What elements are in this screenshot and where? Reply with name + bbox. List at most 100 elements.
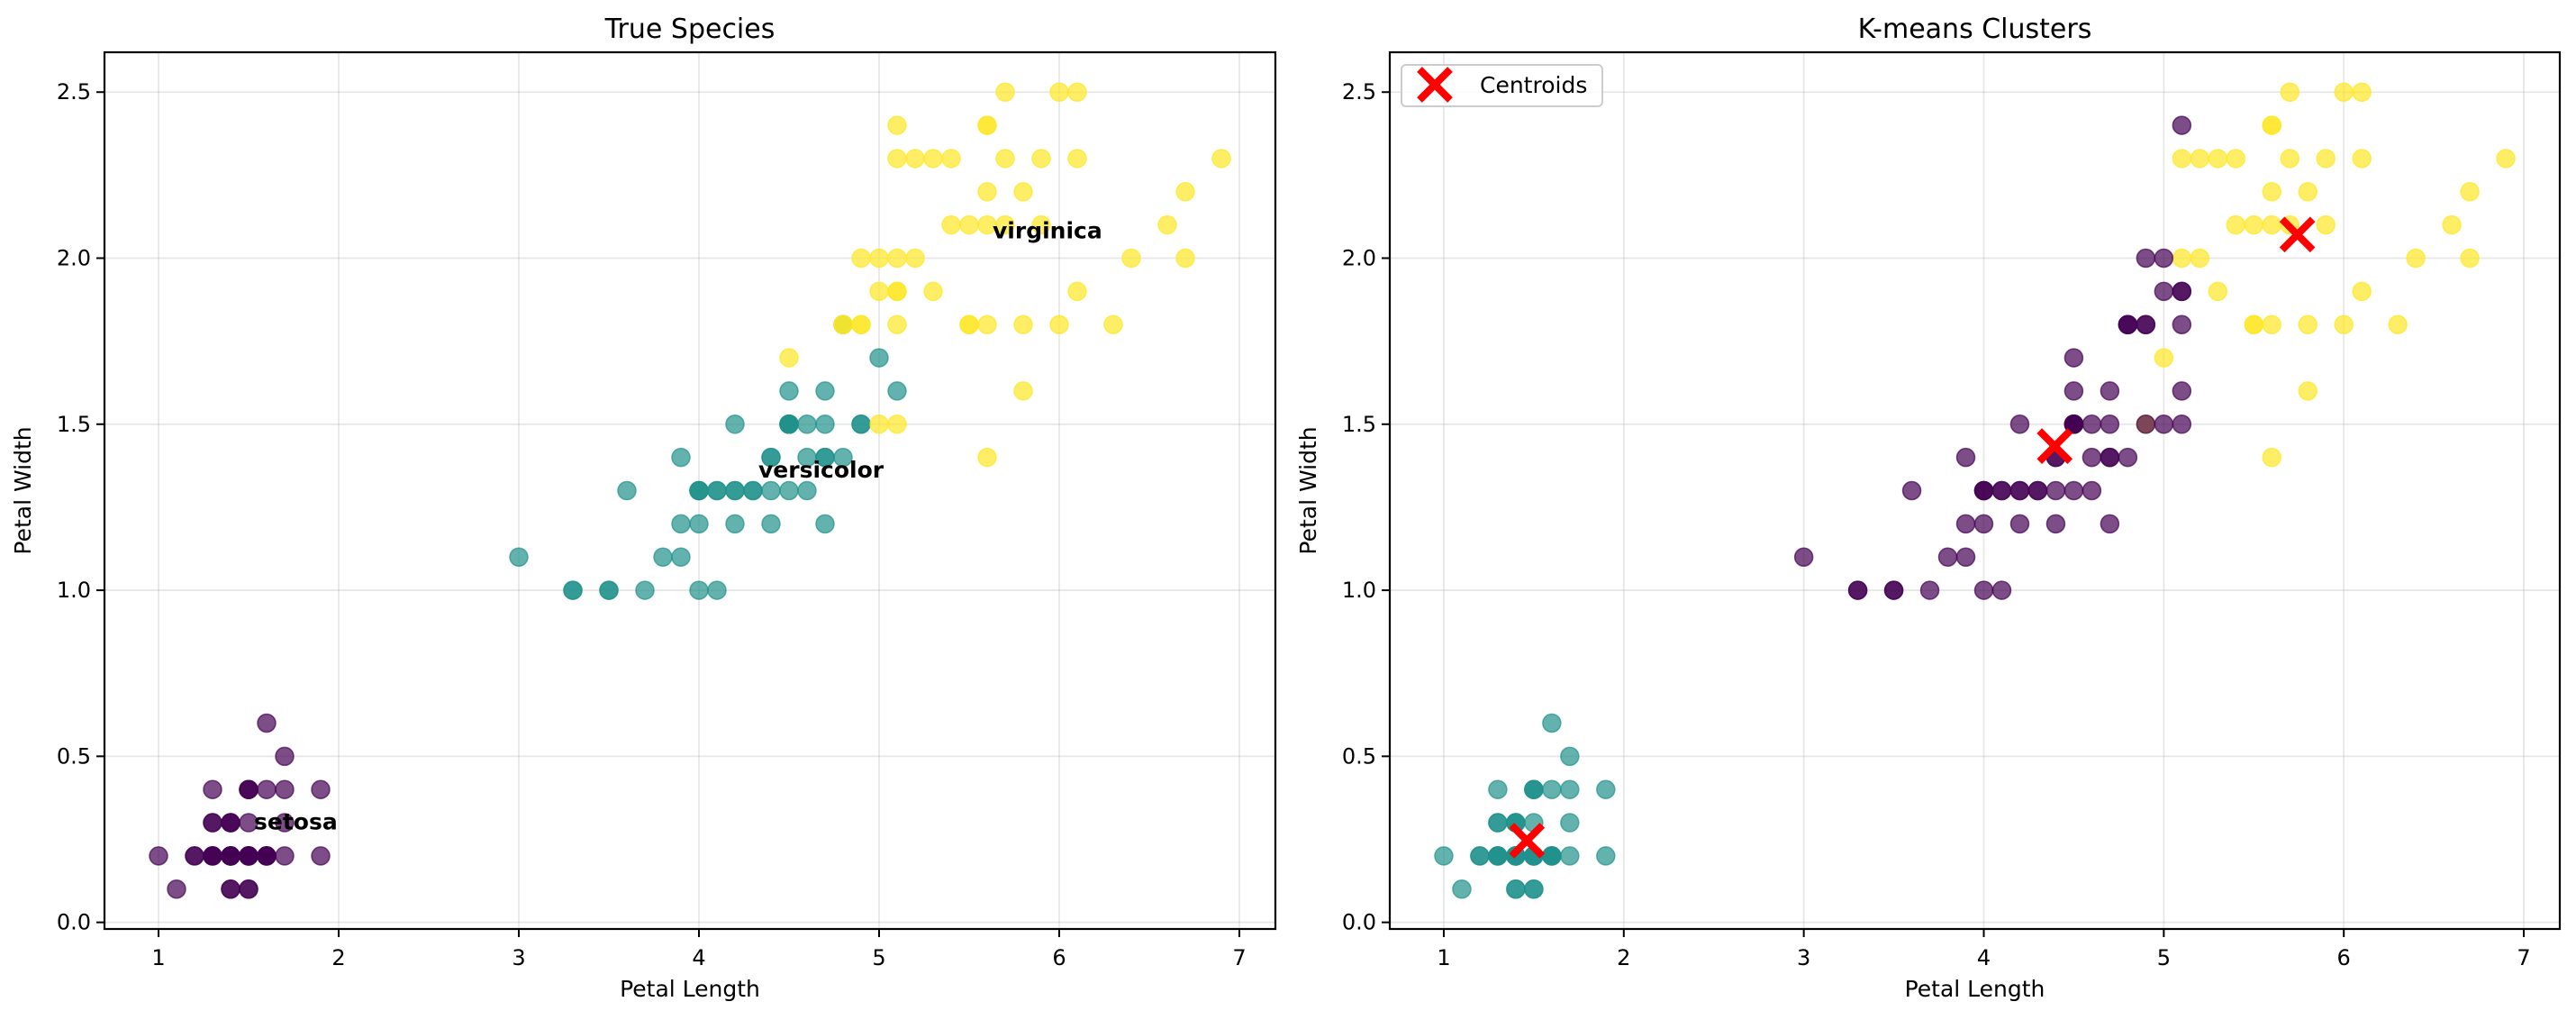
data-point-virginica [905, 248, 925, 269]
x-tick-label: 3 [512, 945, 525, 970]
data-point-setosa [221, 879, 240, 899]
x-tick-label: 4 [1977, 945, 1991, 970]
data-point-cluster-0 [2064, 414, 2084, 434]
data-point-setosa [311, 779, 331, 799]
y-tick-label: 2.5 [1342, 79, 1376, 105]
legend: Centroids [1401, 64, 1603, 107]
grid [104, 52, 1275, 929]
data-point-cluster-2 [2298, 182, 2317, 202]
data-point-virginica [1157, 214, 1177, 235]
data-point-virginica [977, 314, 997, 334]
data-point-cluster-0 [1955, 514, 1976, 534]
data-point-virginica [1067, 281, 1087, 302]
data-point-versicolor [725, 480, 745, 501]
x-axis-label: Petal Length [1905, 976, 2045, 1002]
data-point-cluster-1 [1560, 846, 1580, 866]
data-point-virginica [851, 248, 871, 269]
data-point-cluster-2 [2208, 149, 2228, 168]
data-point-versicolor [779, 480, 799, 501]
legend-centroid-x-icon [1417, 67, 1453, 103]
data-point-versicolor [761, 480, 781, 501]
data-point-cluster-2 [2352, 149, 2372, 168]
data-point-versicolor [797, 480, 817, 501]
data-point-virginica [959, 314, 979, 334]
legend-label: Centroids [1480, 72, 1587, 98]
annotation-versicolor: versicolor [758, 457, 884, 483]
x-tick-label: 6 [1052, 945, 1066, 970]
panel-true-species: True Species setosa versicolor virginica 1… [10, 14, 1277, 1002]
x-tick-label: 3 [1797, 945, 1810, 970]
data-point-cluster-2 [2280, 149, 2299, 168]
data-point-cluster-2 [2262, 214, 2281, 235]
data-point-versicolor [779, 381, 799, 401]
data-point-virginica [1013, 182, 1033, 202]
data-point-cluster-2 [2334, 82, 2354, 102]
data-point-setosa [311, 846, 331, 866]
panel-kmeans-clusters: K-means Clusters 1 2 3 4 5 6 7 0.0 0.5 1.0 1.5 2.0 2… [1295, 14, 2562, 1002]
data-point-cluster-0 [2136, 248, 2156, 269]
data-point-cluster-1 [1560, 746, 1580, 767]
data-point-versicolor [563, 580, 583, 600]
data-point-virginica [977, 214, 997, 235]
data-point-cluster-0 [1793, 547, 1814, 567]
x-axis-label: Petal Length [620, 976, 760, 1002]
axes-frame [103, 50, 1277, 931]
data-point-setosa [275, 779, 295, 799]
data-point-cluster-1 [1506, 879, 1526, 899]
data-point-virginica [941, 214, 961, 235]
data-point-cluster-0 [2154, 414, 2174, 434]
x-tick-label: 2 [331, 945, 345, 970]
data-point-cluster-0 [2172, 281, 2192, 302]
y-tick-label: 2.5 [57, 79, 91, 105]
data-point-virginica [779, 348, 799, 368]
data-point-cluster-2 [2280, 82, 2299, 102]
centroid-marker [1509, 823, 1546, 859]
data-point-virginica [833, 314, 853, 334]
data-point-cluster-0 [2136, 414, 2156, 434]
scatter-points [149, 82, 1231, 899]
data-point-cluster-0 [2154, 248, 2174, 269]
data-point-cluster-2 [2298, 314, 2317, 334]
data-point-cluster-0 [2100, 447, 2120, 468]
data-point-versicolor [833, 447, 853, 468]
x-tick-label: 2 [1617, 945, 1630, 970]
data-point-virginica [959, 214, 979, 235]
data-point-versicolor [761, 514, 781, 534]
data-point-cluster-0 [1973, 514, 1994, 534]
data-point-versicolor [635, 580, 655, 600]
x-tick-label: 1 [151, 945, 165, 970]
data-point-cluster-1 [1560, 779, 1580, 799]
data-point-cluster-2 [2154, 348, 2174, 368]
x-tick-label: 4 [692, 945, 705, 970]
data-point-setosa [257, 846, 277, 866]
centroid-markers [1509, 216, 2316, 859]
data-point-cluster-2 [2172, 149, 2192, 168]
data-point-cluster-2 [2352, 281, 2372, 302]
data-point-versicolor [797, 447, 817, 468]
data-point-cluster-2 [2406, 248, 2426, 269]
x-tick-label: 7 [1232, 945, 1246, 970]
legend-x-marker [1417, 67, 1453, 103]
data-point-cluster-1 [1542, 846, 1562, 866]
data-point-versicolor [887, 381, 907, 401]
data-point-cluster-0 [2082, 414, 2102, 434]
data-point-cluster-0 [2172, 414, 2192, 434]
data-point-versicolor [797, 414, 817, 434]
x-tick-label: 6 [2337, 945, 2351, 970]
data-point-setosa [149, 846, 168, 866]
data-point-cluster-2 [2262, 447, 2281, 468]
data-point-cluster-0 [2118, 447, 2138, 468]
data-point-cluster-2 [2226, 214, 2246, 235]
data-point-versicolor [815, 381, 835, 401]
data-point-cluster-2 [2460, 182, 2480, 202]
y-tick-label: 1.0 [1342, 578, 1376, 603]
data-point-virginica [905, 149, 925, 168]
data-point-versicolor [869, 348, 889, 368]
centroid-marker [2279, 216, 2316, 253]
data-point-cluster-0 [2172, 314, 2192, 334]
data-point-cluster-0 [2064, 480, 2084, 501]
y-axis-label: Petal Width [1295, 426, 1321, 554]
data-point-cluster-2 [2262, 314, 2281, 334]
data-point-cluster-2 [2262, 115, 2281, 135]
data-point-virginica [887, 414, 907, 434]
